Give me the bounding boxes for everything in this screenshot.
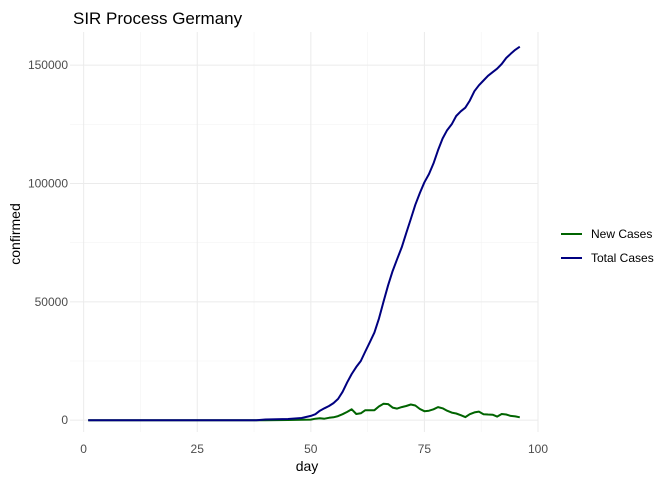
y-tick-label: 150000 xyxy=(28,58,68,72)
x-tick-label: 0 xyxy=(80,442,87,456)
y-axis-title: confirmed xyxy=(7,203,23,264)
x-tick-label: 100 xyxy=(528,442,548,456)
x-tick-label: 50 xyxy=(304,442,318,456)
y-tick-label: 100000 xyxy=(28,176,68,190)
x-tick-label: 75 xyxy=(418,442,432,456)
legend-label-total-cases: Total Cases xyxy=(591,251,654,265)
x-axis-title: day xyxy=(296,458,319,474)
legend-label-new-cases: New Cases xyxy=(591,227,652,241)
x-tick-label: 25 xyxy=(191,442,205,456)
y-tick-label: 50000 xyxy=(35,295,69,309)
y-tick-label: 0 xyxy=(61,413,68,427)
chart-title: SIR Process Germany xyxy=(73,9,243,28)
